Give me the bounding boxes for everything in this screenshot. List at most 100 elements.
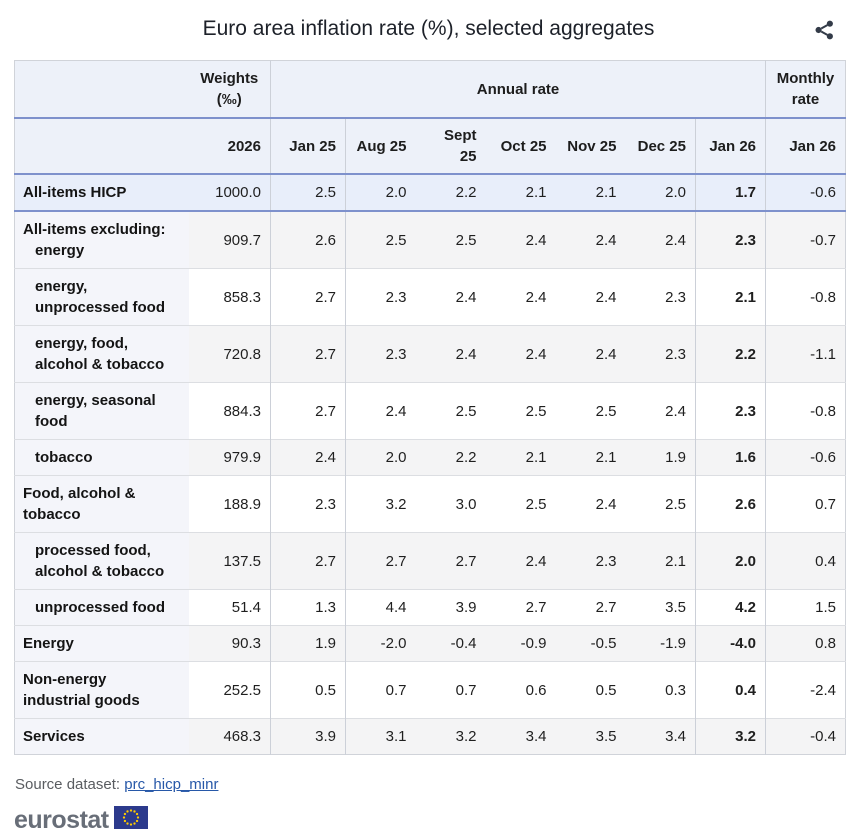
weight-cell: 188.9 [188, 475, 271, 533]
source-dataset-line: Source dataset: prc_hicp_minr [15, 776, 857, 793]
column-header-month: Dec 25 [625, 117, 696, 174]
annual-cell: 2.2 [415, 439, 486, 476]
annual-latest-cell: 2.3 [695, 382, 767, 440]
weight-cell: 884.3 [188, 382, 271, 440]
monthly-cell: 0.8 [765, 625, 846, 662]
annual-cell: 2.7 [270, 382, 346, 440]
table-row: Energy 90.3 1.9 -2.0 -0.4 -0.9 -0.5 -1.9… [14, 625, 846, 662]
annual-cell: 0.5 [555, 661, 626, 719]
table-row: All-items excluding: energy 909.7 2.6 2.… [14, 210, 846, 269]
column-header-month: Jan 25 [270, 117, 346, 174]
annual-cell: 3.2 [345, 475, 416, 533]
column-header-month: Aug 25 [345, 117, 416, 174]
row-label: unprocessed food [14, 589, 189, 626]
annual-latest-cell: 1.6 [695, 439, 767, 476]
annual-cell: 2.3 [345, 325, 416, 383]
monthly-rate-header: Monthly rate [765, 60, 846, 118]
annual-cell: 3.4 [485, 718, 556, 755]
table-row: tobacco 979.9 2.4 2.0 2.2 2.1 2.1 1.9 1.… [14, 439, 846, 476]
annual-cell: 0.6 [485, 661, 556, 719]
annual-cell: 2.3 [345, 268, 416, 326]
annual-cell: 3.4 [625, 718, 696, 755]
annual-cell: 0.5 [270, 661, 346, 719]
eu-flag-icon [113, 806, 148, 834]
monthly-cell: 0.7 [765, 475, 846, 533]
annual-cell: 2.3 [555, 532, 626, 590]
weight-cell: 252.5 [188, 661, 271, 719]
annual-latest-cell: 3.2 [695, 718, 767, 755]
annual-cell: 2.7 [270, 325, 346, 383]
annual-cell: 2.4 [270, 439, 346, 476]
annual-cell: 2.4 [555, 475, 626, 533]
annual-latest-cell: 2.0 [695, 532, 767, 590]
share-icon [813, 20, 836, 45]
annual-latest-cell: 4.2 [695, 589, 767, 626]
table-row: unprocessed food 51.4 1.3 4.4 3.9 2.7 2.… [14, 589, 846, 626]
share-button[interactable] [812, 18, 836, 44]
column-header-weights-year: 2026 [188, 117, 271, 174]
column-header-month: Nov 25 [555, 117, 626, 174]
annual-cell: 2.7 [270, 268, 346, 326]
table-group-header-row: Weights (‰) Annual rate Monthly rate [14, 60, 846, 118]
annual-cell: 3.9 [270, 718, 346, 755]
chart-header: Euro area inflation rate (%), selected a… [0, 0, 857, 60]
weight-cell: 979.9 [188, 439, 271, 476]
row-label: tobacco [14, 439, 189, 476]
annual-cell: 2.6 [270, 210, 346, 269]
row-label: Energy [14, 625, 189, 662]
row-label: All-items HICP [14, 173, 189, 211]
annual-latest-cell: 2.1 [695, 268, 767, 326]
source-dataset-link[interactable]: prc_hicp_minr [124, 776, 219, 793]
annual-cell: 2.0 [625, 173, 696, 211]
weight-cell: 720.8 [188, 325, 271, 383]
table-row: Services 468.3 3.9 3.1 3.2 3.4 3.5 3.4 3… [14, 718, 846, 755]
annual-cell: 2.3 [625, 325, 696, 383]
annual-cell: 1.9 [625, 439, 696, 476]
annual-cell: 2.5 [625, 475, 696, 533]
annual-cell: 2.7 [345, 532, 416, 590]
annual-cell: 2.7 [555, 589, 626, 626]
monthly-cell: 0.4 [765, 532, 846, 590]
table-row: All-items HICP 1000.0 2.5 2.0 2.2 2.1 2.… [14, 173, 846, 211]
annual-cell: 2.5 [485, 475, 556, 533]
annual-cell: 2.4 [485, 325, 556, 383]
row-label: Food, alcohol & tobacco [14, 475, 189, 533]
row-label: All-items excluding: energy [14, 210, 189, 269]
annual-cell: 2.1 [625, 532, 696, 590]
row-label: Services [14, 718, 189, 755]
annual-latest-cell: 2.6 [695, 475, 767, 533]
annual-latest-cell: 2.2 [695, 325, 767, 383]
annual-cell: 2.5 [345, 210, 416, 269]
annual-cell: -0.9 [485, 625, 556, 662]
annual-cell: 2.4 [625, 210, 696, 269]
annual-cell: 0.7 [415, 661, 486, 719]
annual-cell: 2.4 [625, 382, 696, 440]
annual-cell: 2.4 [555, 210, 626, 269]
row-label: energy, food, alcohol & tobacco [14, 325, 189, 383]
weight-cell: 1000.0 [188, 173, 271, 211]
annual-cell: -0.5 [555, 625, 626, 662]
annual-latest-cell: 0.4 [695, 661, 767, 719]
monthly-cell: -1.1 [765, 325, 846, 383]
annual-cell: 2.7 [415, 532, 486, 590]
row-label-line1: All-items excluding: [23, 221, 166, 238]
annual-cell: 3.9 [415, 589, 486, 626]
monthly-cell: 1.5 [765, 589, 846, 626]
annual-cell: 2.2 [415, 173, 486, 211]
table-row: energy, food, alcohol & tobacco 720.8 2.… [14, 325, 846, 383]
eurostat-logo: eurostat [14, 806, 857, 834]
table-row: Non-energy industrial goods 252.5 0.5 0.… [14, 661, 846, 719]
inflation-table: Weights (‰) Annual rate Monthly rate 202… [14, 60, 847, 755]
column-header-month: Sept 25 [415, 117, 486, 174]
weights-header: Weights (‰) [188, 60, 271, 118]
annual-cell: 2.5 [415, 382, 486, 440]
monthly-cell: -2.4 [765, 661, 846, 719]
annual-cell: 2.4 [485, 532, 556, 590]
column-header-month: Oct 25 [485, 117, 556, 174]
weight-cell: 137.5 [188, 532, 271, 590]
annual-cell: 2.7 [485, 589, 556, 626]
table-row: energy, unprocessed food 858.3 2.7 2.3 2… [14, 268, 846, 326]
table-row: processed food, alcohol & tobacco 137.5 … [14, 532, 846, 590]
annual-cell: 2.5 [485, 382, 556, 440]
row-label: energy, seasonal food [14, 382, 189, 440]
